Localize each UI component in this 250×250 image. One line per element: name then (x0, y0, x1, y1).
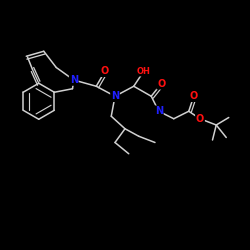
Text: O: O (196, 114, 204, 124)
Text: O: O (157, 79, 166, 89)
Text: N: N (111, 91, 119, 101)
Text: N: N (155, 106, 163, 116)
Text: N: N (70, 75, 78, 85)
Text: O: O (190, 91, 198, 101)
Text: O: O (101, 66, 109, 76)
Text: OH: OH (137, 67, 151, 76)
